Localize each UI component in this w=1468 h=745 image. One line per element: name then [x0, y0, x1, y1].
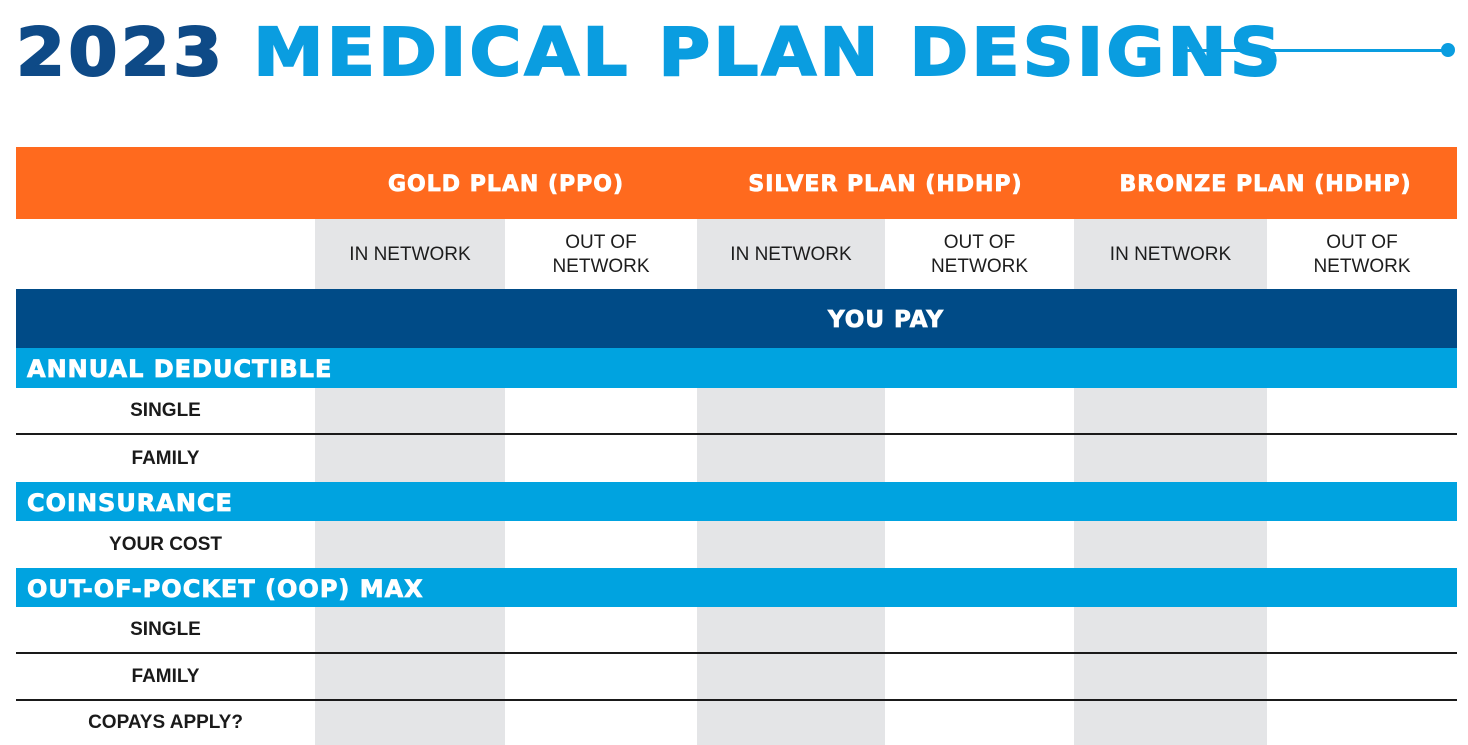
table-cell — [505, 701, 697, 745]
table-cell — [697, 435, 885, 482]
row-label-copays-apply: COPAYS APPLY? — [16, 701, 315, 745]
row-label-your-cost: YOUR COST — [16, 521, 315, 568]
table-cell — [1267, 607, 1457, 654]
table-cell — [697, 607, 885, 654]
table-cell — [505, 435, 697, 482]
table-cell — [315, 388, 505, 435]
gold-plan-header: GOLD PLAN (PPO) — [315, 147, 697, 219]
table-cell — [885, 607, 1074, 654]
table-cell — [1267, 435, 1457, 482]
table-cell — [885, 521, 1074, 568]
table-cell — [1267, 388, 1457, 435]
silver-in-network-header: IN NETWORK — [697, 219, 885, 289]
table-cell — [697, 388, 885, 435]
table-cell — [315, 607, 505, 654]
table-cell — [315, 435, 505, 482]
table-cell — [1267, 701, 1457, 745]
decorative-line — [1182, 49, 1444, 52]
table-cell — [885, 435, 1074, 482]
page-title: 2023 MEDICAL PLAN DESIGNS — [15, 8, 1284, 98]
table-cell — [697, 521, 885, 568]
table-cell — [505, 521, 697, 568]
table-cell — [1074, 388, 1267, 435]
header-corner-cell — [16, 147, 315, 219]
table-cell — [885, 388, 1074, 435]
row-label-oop-family: FAMILY — [16, 654, 315, 701]
table-cell — [315, 521, 505, 568]
decorative-dot — [1441, 43, 1455, 57]
bronze-out-of-network-header: OUT OF NETWORK — [1267, 219, 1457, 289]
gold-in-network-header: IN NETWORK — [315, 219, 505, 289]
table-cell — [505, 388, 697, 435]
table-cell — [885, 701, 1074, 745]
row-label-oop-single: SINGLE — [16, 607, 315, 654]
table-cell — [697, 654, 885, 701]
table-cell — [1267, 654, 1457, 701]
table-cell — [697, 701, 885, 745]
table-cell — [1074, 654, 1267, 701]
section-annual-deductible: ANNUAL DEDUCTIBLE — [16, 348, 1457, 388]
row-label-deductible-family: FAMILY — [16, 435, 315, 482]
title-text: MEDICAL PLAN DESIGNS — [252, 13, 1284, 92]
bronze-in-network-header: IN NETWORK — [1074, 219, 1267, 289]
subheader-corner-cell — [16, 219, 315, 289]
table-cell — [1074, 435, 1267, 482]
gold-out-of-network-header: OUT OF NETWORK — [505, 219, 697, 289]
table-cell — [505, 607, 697, 654]
table-cell — [315, 701, 505, 745]
row-label-deductible-single: SINGLE — [16, 388, 315, 435]
silver-plan-header: SILVER PLAN (HDHP) — [697, 147, 1074, 219]
table-cell — [885, 654, 1074, 701]
plan-comparison-table: GOLD PLAN (PPO) SILVER PLAN (HDHP) BRONZ… — [16, 147, 1457, 745]
table-cell — [1267, 521, 1457, 568]
section-oop-max: OUT-OF-POCKET (OOP) MAX — [16, 568, 1457, 607]
table-cell — [1074, 607, 1267, 654]
you-pay-corner-cell — [16, 289, 315, 348]
bronze-plan-header: BRONZE PLAN (HDHP) — [1074, 147, 1457, 219]
table-cell — [1074, 521, 1267, 568]
table-cell — [1074, 701, 1267, 745]
title-year: 2023 — [15, 13, 226, 92]
table-cell — [315, 654, 505, 701]
title-bar: 2023 MEDICAL PLAN DESIGNS — [0, 0, 1468, 100]
section-coinsurance: COINSURANCE — [16, 482, 1457, 521]
you-pay-banner: YOU PAY — [315, 289, 1457, 348]
silver-out-of-network-header: OUT OF NETWORK — [885, 219, 1074, 289]
table-cell — [505, 654, 697, 701]
